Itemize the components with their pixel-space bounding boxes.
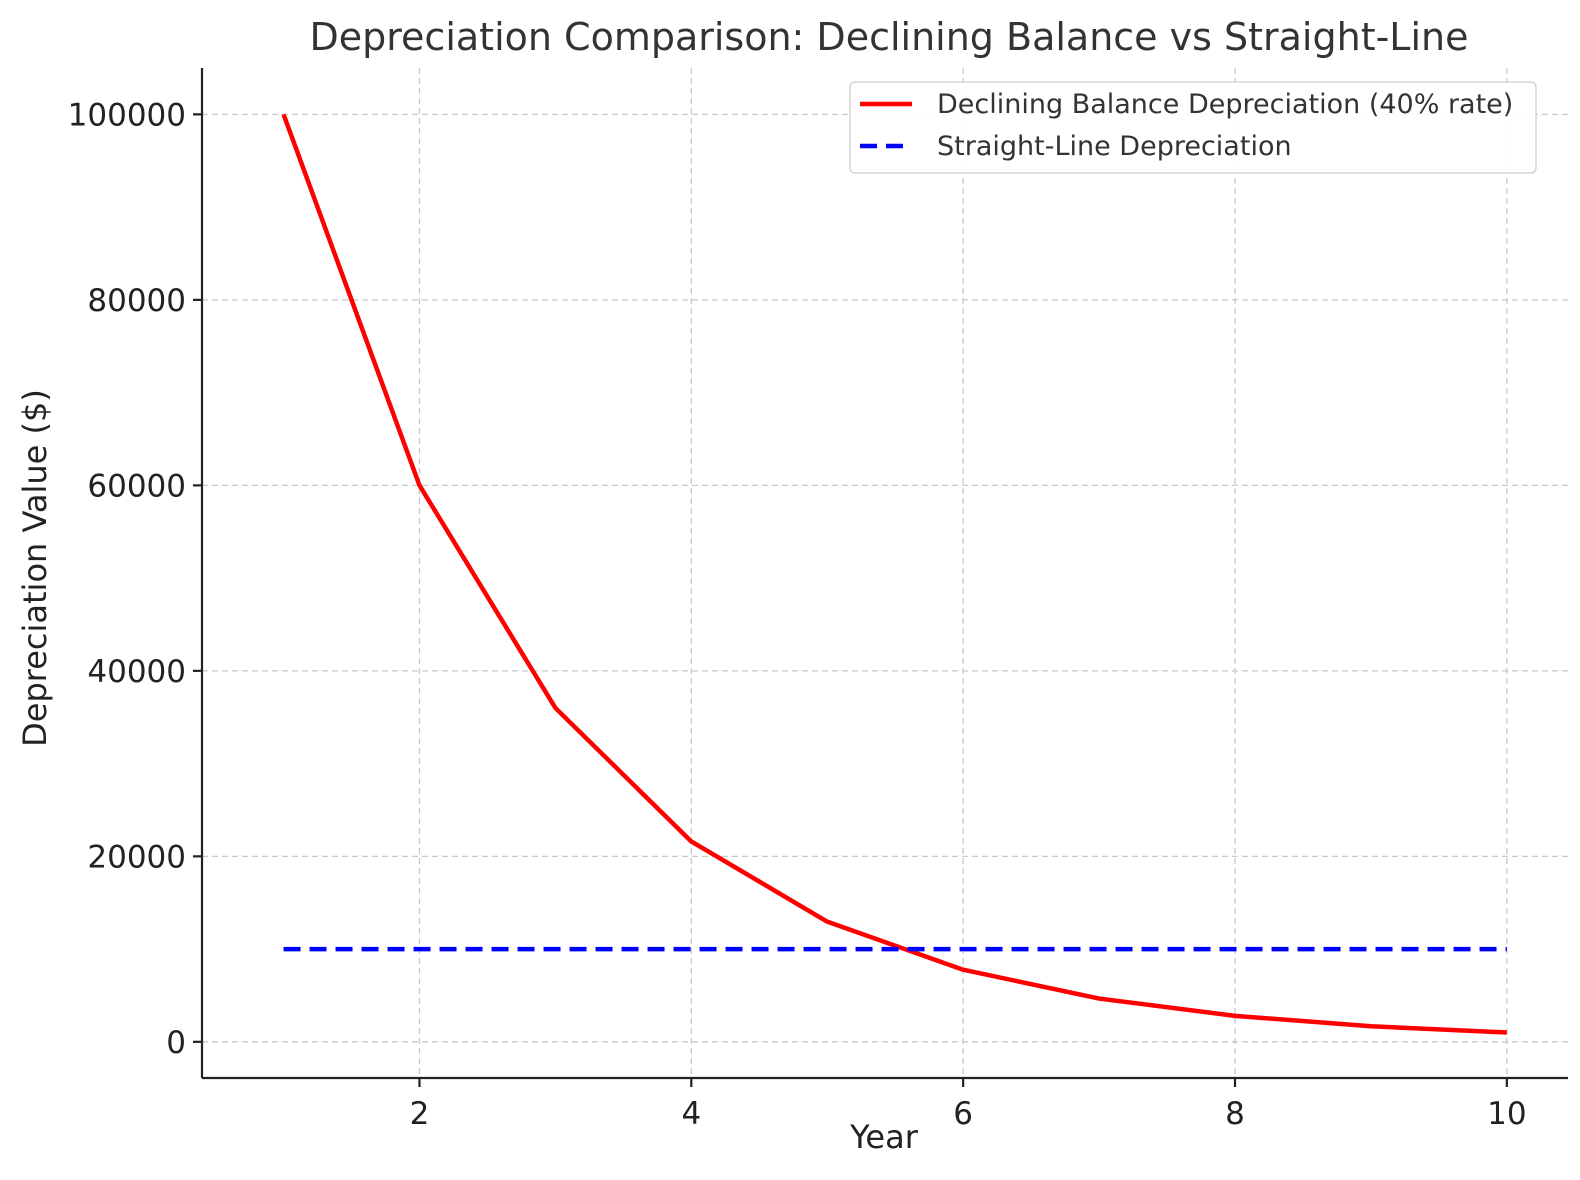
x-tick-label: 4 <box>681 1096 701 1132</box>
y-tick-label: 80000 <box>87 283 186 319</box>
y-tick-label: 60000 <box>87 468 186 504</box>
x-axis-ticks: 2 4 6 8 10 <box>410 1078 1527 1132</box>
y-axis-label: Depreciation Value ($) <box>16 389 54 747</box>
legend-box <box>849 81 1537 174</box>
legend-label: Declining Balance Depreciation (40% rate… <box>937 89 1513 120</box>
y-tick-label: 0 <box>166 1025 186 1061</box>
x-tick-label: 10 <box>1487 1096 1526 1132</box>
axes <box>200 68 1568 1080</box>
series-layer <box>281 113 1507 1035</box>
y-tick-label: 20000 <box>87 839 186 875</box>
x-axis-label: Year <box>849 1118 919 1156</box>
chart-title: Depreciation Comparison: Declining Balan… <box>310 15 1469 59</box>
y-tick-label: 100000 <box>68 97 186 133</box>
legend-label: Straight-Line Depreciation <box>937 131 1292 162</box>
x-tick-label: 6 <box>953 1096 973 1132</box>
legend: Declining Balance Depreciation (40% rate… <box>849 81 1537 174</box>
y-axis-ticks: 0 20000 40000 60000 80000 100000 <box>68 97 202 1061</box>
series-line-1 <box>281 113 1507 1035</box>
x-tick-label: 2 <box>410 1096 430 1132</box>
x-tick-label: 8 <box>1225 1096 1245 1132</box>
grid <box>202 68 1568 1078</box>
y-tick-label: 40000 <box>87 654 186 690</box>
